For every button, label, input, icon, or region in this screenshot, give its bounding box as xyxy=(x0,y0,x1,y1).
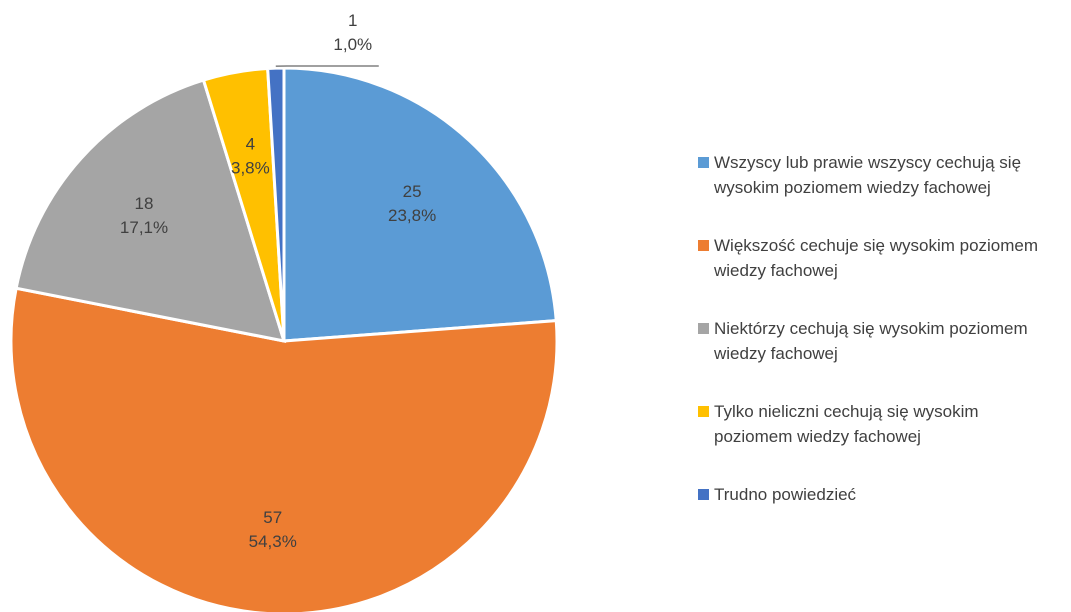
data-label-count: 1 xyxy=(348,11,357,30)
pie-slice xyxy=(9,286,559,612)
data-label-count: 25 xyxy=(403,182,422,201)
data-label-percent: 3,8% xyxy=(231,159,270,178)
legend-item: Tylko nieliczni cechują się wysokim pozi… xyxy=(698,399,1058,449)
data-label-percent: 23,8% xyxy=(388,206,436,225)
legend-swatch xyxy=(698,489,709,500)
data-label-count: 18 xyxy=(135,194,154,213)
data-label-percent: 1,0% xyxy=(333,35,372,54)
legend-label: Większość cechuje się wysokim poziomem w… xyxy=(714,236,1039,280)
legend-swatch xyxy=(698,406,709,417)
pie-slice xyxy=(282,66,558,343)
legend-item: Niektórzy cechują się wysokim poziomem w… xyxy=(698,316,1058,366)
legend-label: Wszyscy lub prawie wszyscy cechują się w… xyxy=(714,153,1022,197)
legend-label: Trudno powiedzieć xyxy=(714,485,857,504)
pie-slice xyxy=(14,78,287,343)
legend-item: Trudno powiedzieć xyxy=(698,482,1058,507)
data-label-percent: 17,1% xyxy=(120,218,168,237)
data-label-count: 57 xyxy=(263,508,282,527)
legend-swatch xyxy=(698,157,709,168)
legend-swatch xyxy=(698,240,709,251)
legend-item: Większość cechuje się wysokim poziomem w… xyxy=(698,233,1058,283)
data-label-percent: 54,3% xyxy=(249,532,297,551)
pie-slice xyxy=(266,66,286,342)
legend-item: Wszyscy lub prawie wszyscy cechują się w… xyxy=(698,150,1058,200)
legend: Wszyscy lub prawie wszyscy cechują się w… xyxy=(698,150,1058,540)
legend-label: Niektórzy cechują się wysokim poziomem w… xyxy=(714,319,1028,363)
legend-swatch xyxy=(698,323,709,334)
data-label-count: 4 xyxy=(246,135,255,154)
legend-label: Tylko nieliczni cechują się wysokim pozi… xyxy=(714,402,979,446)
